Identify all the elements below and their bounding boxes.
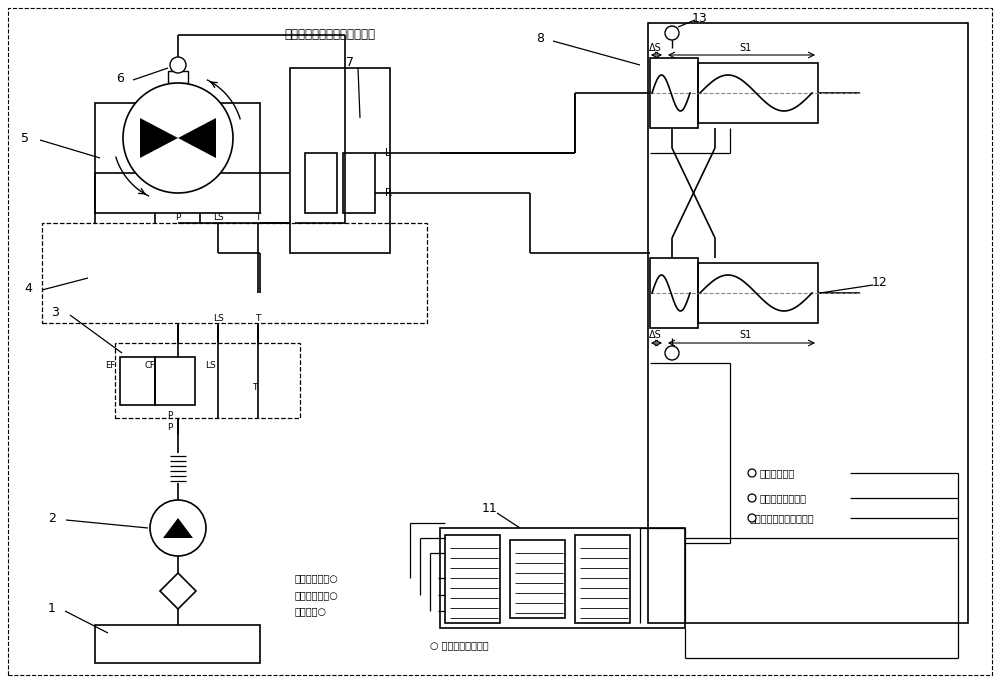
Text: 6: 6 [116,72,124,85]
Text: 手动开关信号接口: 手动开关信号接口 [760,493,807,503]
Text: 13: 13 [692,12,708,25]
Text: 12: 12 [872,277,888,290]
Text: S1: S1 [739,43,751,53]
Circle shape [748,514,756,522]
Polygon shape [160,573,196,609]
Text: 压力信号接口○: 压力信号接口○ [295,590,339,600]
Text: T: T [255,314,261,323]
Text: LS: LS [205,361,215,370]
Bar [575,535,630,623]
Circle shape [748,494,756,502]
Text: 8: 8 [536,31,544,44]
Circle shape [665,346,679,360]
Bar [95,103,260,213]
Text: LS: LS [213,314,223,323]
Text: L: L [385,148,391,158]
Bar [290,68,390,253]
Text: CF: CF [145,361,155,370]
Text: P: P [167,410,173,419]
Text: LS: LS [213,214,223,223]
Text: ΔS: ΔS [649,43,661,53]
Text: ΔS: ΔS [649,330,661,340]
Bar [115,343,300,418]
Text: 调试串口○: 调试串口○ [295,606,327,616]
Bar [698,63,818,123]
Text: R: R [385,188,392,198]
Bar [648,23,968,623]
Text: EF: EF [105,361,115,370]
Bar [650,258,698,328]
Text: T: T [255,214,261,223]
Circle shape [150,500,206,556]
Text: 11: 11 [482,501,498,514]
Text: 反向转向电比例溢流中断信号: 反向转向电比例溢流中断信号 [285,29,376,42]
Bar [155,357,195,405]
Bar [698,263,818,323]
Polygon shape [178,118,216,158]
Text: P: P [167,423,173,432]
Bar [95,625,260,663]
Polygon shape [140,118,178,158]
Text: 7: 7 [346,57,354,70]
Bar [650,58,698,128]
Text: P: P [175,214,181,223]
Bar [42,223,427,323]
Text: T: T [252,383,258,393]
Circle shape [123,83,233,193]
Text: 1: 1 [48,602,56,615]
Text: ○ 其它备用控制接口: ○ 其它备用控制接口 [430,640,489,650]
Text: 车速信号接口: 车速信号接口 [760,468,795,478]
Bar [305,153,337,213]
Polygon shape [163,518,193,538]
Bar [343,153,375,213]
Text: 备用中断接口○: 备用中断接口○ [295,573,339,583]
Bar [510,540,565,618]
Text: 整车转向角速度信号接口: 整车转向角速度信号接口 [750,513,815,523]
Bar [445,535,500,623]
Text: 3: 3 [51,307,59,320]
Text: 5: 5 [21,132,29,145]
Bar [168,71,188,83]
Circle shape [170,57,186,73]
Text: 4: 4 [24,281,32,294]
Bar [120,357,155,405]
Circle shape [665,26,679,40]
Text: 2: 2 [48,512,56,525]
Text: S1: S1 [739,330,751,340]
Circle shape [748,469,756,477]
Bar [440,528,685,628]
